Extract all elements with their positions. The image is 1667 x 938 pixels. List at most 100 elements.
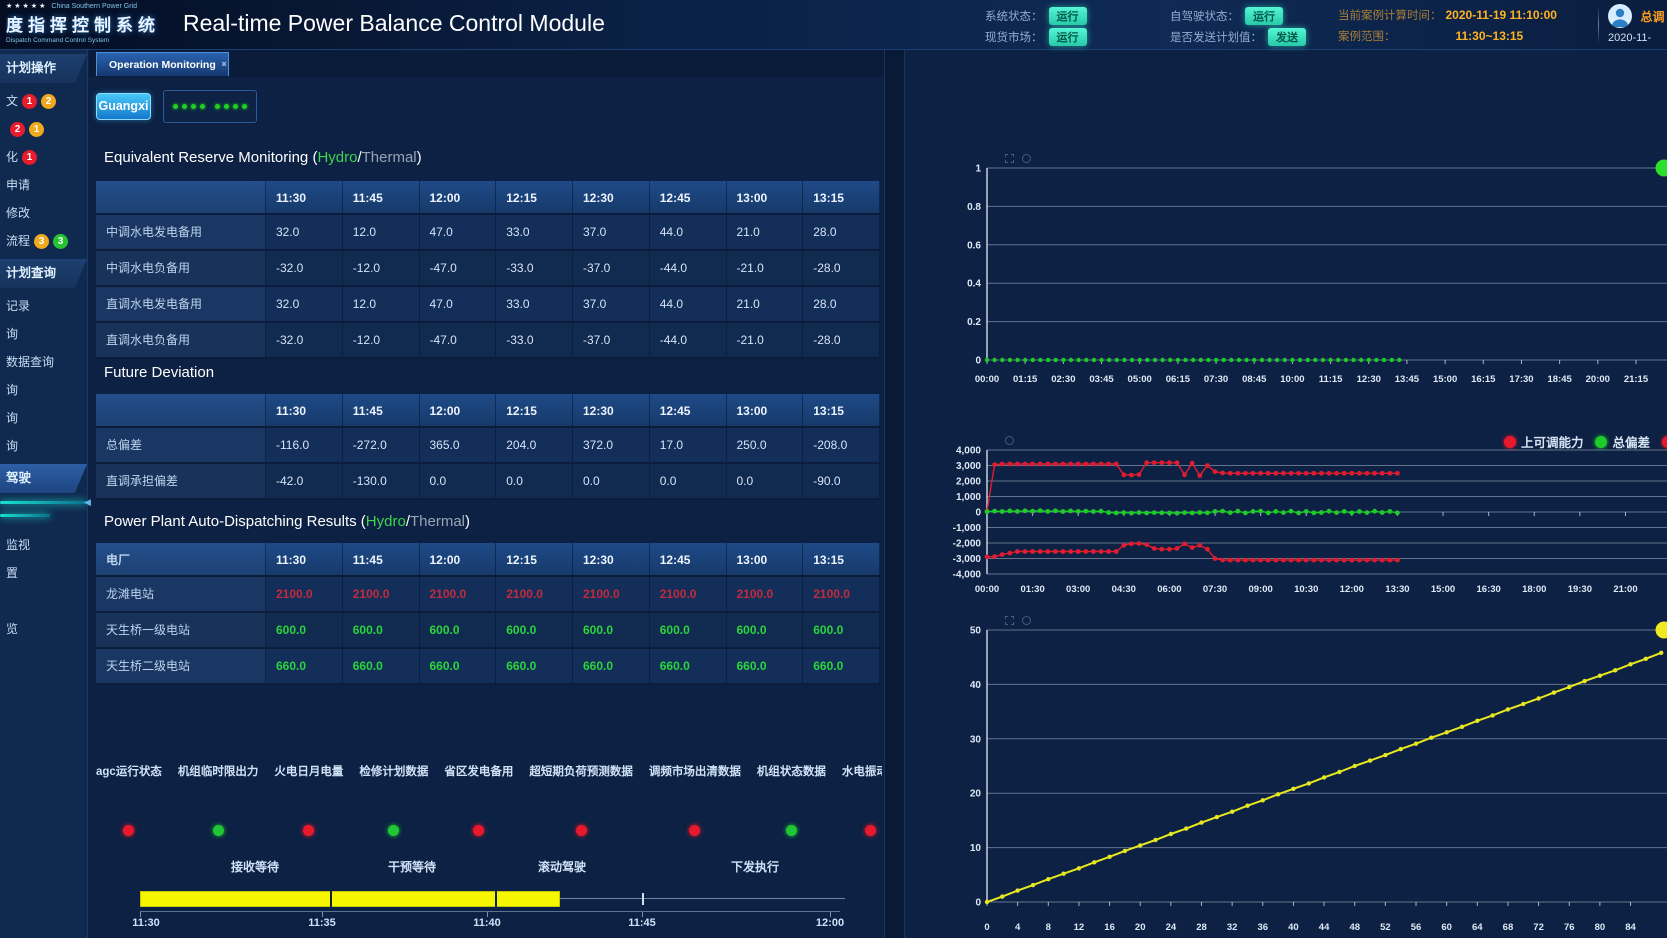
sidebar-item[interactable]: 监视: [0, 531, 87, 559]
user-box[interactable]: 总调 2020-11-: [1608, 4, 1667, 44]
sidebar-item-label: 询: [6, 383, 19, 397]
svg-text:56: 56: [1411, 922, 1422, 933]
notification-badge: 2: [10, 122, 25, 138]
svg-text:10:00: 10:00: [1280, 374, 1304, 385]
header-cell: [96, 181, 266, 213]
cell-value: -28.0: [803, 323, 880, 357]
svg-text:07:30: 07:30: [1203, 584, 1227, 595]
table-row: 直调水电负备用 -32.0 -12.0 -47.0 -33.0 -37.0 -44.0 -21…: [96, 323, 880, 359]
user-avatar-icon[interactable]: [1608, 4, 1632, 28]
header-cell: 12:45: [650, 543, 727, 575]
svg-text:-2,000: -2,000: [953, 539, 982, 550]
cell-value: -130.0: [343, 464, 420, 498]
reset-zoom-icon[interactable]: [1022, 154, 1031, 163]
tab-bar: Operation Monitoring ×: [89, 50, 884, 77]
brand-logo: ★★★★★ China Southern Power Grid 度指挥控制系统 D…: [6, 2, 181, 48]
title-hydro[interactable]: Hydro: [365, 513, 406, 530]
signal-dot-group: [215, 104, 247, 109]
sidebar-item[interactable]: 流程 3 3: [0, 227, 87, 255]
header-cell: 12:00: [420, 543, 497, 575]
sidebar-item[interactable]: 询: [0, 376, 87, 404]
svg-text:02:30: 02:30: [1051, 374, 1075, 385]
cell-value: 0.0: [573, 464, 650, 498]
data-status-dot: [388, 825, 400, 836]
title-sep: /: [405, 513, 410, 530]
sidebar-collapse-handle[interactable]: ◀: [84, 497, 91, 507]
zoom-rect-icon[interactable]: [1005, 154, 1014, 163]
cell-value: 32.0: [266, 215, 343, 249]
title-hydro[interactable]: Hydro: [317, 149, 358, 166]
brand-grid-name: China Southern Power Grid: [51, 3, 137, 10]
cell-value: 600.0: [573, 613, 650, 647]
cell-value: -21.0: [727, 251, 804, 285]
table-row: 中调水电发电备用 32.0 12.0 47.0 33.0 37.0 44.0 21.0 28.0: [96, 215, 880, 251]
data-status-label: 机组状态数据: [756, 766, 826, 778]
sidebar-item-label: 文: [6, 94, 19, 108]
cell-value: -32.0: [266, 323, 343, 357]
data-status-label: 机组临时限出力: [177, 766, 259, 778]
sidebar-item[interactable]: 记录: [0, 292, 87, 320]
sidebar-item[interactable]: 询: [0, 404, 87, 432]
header-cell: 12:15: [496, 181, 573, 213]
svg-text:8: 8: [1046, 922, 1051, 933]
sidebar-item[interactable]: 数据查询: [0, 348, 87, 376]
data-status-item: 水电振动区: [842, 763, 882, 839]
sidebar-section-header[interactable]: 驾驶: [0, 464, 87, 493]
svg-text:20:00: 20:00: [1586, 374, 1610, 385]
data-status-item: 调频市场出清数据: [649, 763, 741, 839]
svg-text:00:00: 00:00: [975, 374, 999, 385]
sidebar-section-header[interactable]: 计划操作: [0, 54, 87, 83]
timeline-label: 11:40: [473, 917, 501, 929]
reset-zoom-icon[interactable]: [1005, 436, 1014, 445]
tab-operation-monitoring[interactable]: Operation Monitoring ×: [96, 52, 229, 76]
dispatch-table: 电厂 11:30 11:45 12:00 12:15 12:30 12:45 13:00 13:…: [96, 543, 880, 685]
tab-close-icon[interactable]: ×: [221, 59, 227, 69]
svg-text:0.8: 0.8: [967, 202, 981, 213]
title-thermal[interactable]: Thermal: [361, 149, 417, 166]
header-cell: 13:15: [803, 543, 880, 575]
data-status-label: 调频市场出清数据: [648, 766, 741, 778]
chart-auto-drive-flag: 0 0.2 0.4 0.6 0.8 1 00:00 01:15 02:30 03:45 05:00 0…: [967, 159, 1667, 385]
svg-text:12:00: 12:00: [1340, 584, 1364, 595]
sidebar-item-label: 流程: [6, 234, 31, 248]
cell-value: 0.0: [650, 464, 727, 498]
signal-dots-panel: [163, 90, 257, 123]
panel-divider[interactable]: [884, 50, 905, 938]
sidebar-item[interactable]: 询: [0, 432, 87, 460]
sidebar-section-header[interactable]: 计划查询: [0, 259, 87, 288]
svg-text:0: 0: [975, 508, 981, 519]
title-text: Equivalent Reserve Monitoring (: [104, 149, 318, 166]
zoom-rect-icon[interactable]: [1005, 616, 1014, 625]
progress-track-line: [560, 898, 845, 899]
svg-text:80: 80: [1595, 922, 1606, 933]
cell-value: 37.0: [573, 215, 650, 249]
sidebar-item[interactable]: 置: [0, 559, 87, 587]
region-button-guangxi[interactable]: Guangxi: [96, 93, 151, 120]
sidebar-item[interactable]: 览: [0, 615, 87, 643]
cell-value: -42.0: [266, 464, 343, 498]
svg-text:16: 16: [1104, 922, 1115, 933]
cell-value: 47.0: [420, 215, 497, 249]
cell-value: -28.0: [803, 251, 880, 285]
sidebar-item[interactable]: 修改: [0, 199, 87, 227]
case-time-value: 2020-11-19 11:10:00: [1445, 8, 1557, 22]
legend-item: 上可调能力: [1503, 432, 1583, 451]
header-cell: 13:15: [803, 181, 880, 213]
cell-value: 0.0: [727, 464, 804, 498]
cell-value: 12.0: [343, 287, 420, 321]
data-status-item: agc运行状态: [96, 763, 162, 839]
progress-tick: [642, 893, 644, 905]
cell-value: 33.0: [496, 215, 573, 249]
sidebar-item[interactable]: 申请: [0, 171, 87, 199]
reset-zoom-icon[interactable]: [1022, 616, 1031, 625]
table-header-row: 电厂 11:30 11:45 12:00 12:15 12:30 12:45 13:00 13:…: [96, 543, 880, 577]
title-thermal[interactable]: Thermal: [409, 513, 465, 530]
sidebar-item[interactable]: 询: [0, 320, 87, 348]
cell-value: 660.0: [496, 649, 573, 683]
data-status-dot: [303, 825, 315, 836]
svg-text:15:00: 15:00: [1431, 584, 1455, 595]
table-header-row: 11:30 11:45 12:00 12:15 12:30 12:45 13:00 13:15: [96, 394, 880, 428]
